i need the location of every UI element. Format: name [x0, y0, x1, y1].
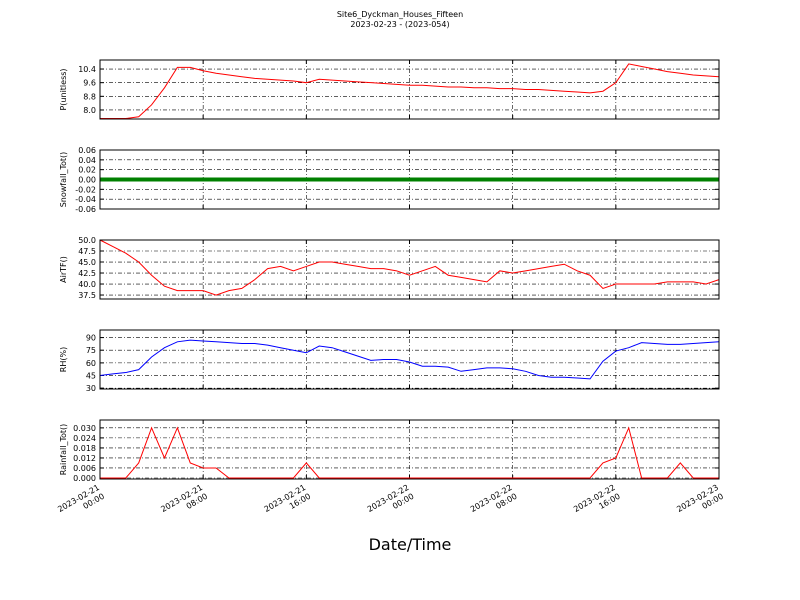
- y-tick-label: 0.030: [73, 424, 96, 433]
- y-tick-label: 45: [86, 372, 96, 381]
- y-tick-label: 8.0: [83, 106, 96, 115]
- y-tick-label: -0.04: [75, 195, 96, 204]
- y-tick-label: 47.5: [78, 247, 96, 256]
- y-tick-label: 0.04: [78, 156, 96, 165]
- y-tick-label: -0.02: [75, 185, 96, 194]
- y-tick-label: 42.5: [78, 269, 96, 278]
- y-axis-label: Rainfall_Tot(): [59, 424, 68, 476]
- y-tick-label: 0.024: [73, 434, 96, 443]
- plot-frame: [99, 149, 720, 210]
- y-tick-label: 45.0: [78, 258, 96, 267]
- y-tick-label: 8.8: [83, 92, 96, 101]
- y-tick-label: 30: [86, 384, 96, 393]
- data-line: [99, 239, 720, 296]
- plot-frame: [99, 59, 720, 120]
- y-tick-label: 37.5: [78, 291, 96, 300]
- y-tick-label: 0.006: [73, 464, 96, 473]
- y-tick-label: 0.06: [78, 146, 96, 155]
- y-tick-label: 75: [86, 346, 96, 355]
- y-tick-label: 50.0: [78, 236, 96, 245]
- y-tick-label: 0.012: [73, 454, 96, 463]
- y-axis-label: RH(%): [59, 347, 68, 372]
- y-tick-label: 60: [86, 359, 96, 368]
- y-tick-label: 10.4: [78, 65, 96, 74]
- figure-title: Site6_Dyckman_Houses_Fifteen: [337, 10, 463, 19]
- data-line: [100, 63, 720, 119]
- plot-frame: [99, 239, 720, 300]
- y-tick-label: -0.06: [75, 205, 96, 214]
- y-tick-label: 0.018: [73, 444, 96, 453]
- y-tick-label: 9.6: [83, 79, 96, 88]
- figure-subtitle: 2023-02-23 - (2023-054): [350, 20, 449, 29]
- y-tick-label: 0.02: [78, 166, 96, 175]
- y-tick-label: 40.0: [78, 280, 96, 289]
- y-tick-label: 0.000: [73, 474, 96, 483]
- y-axis-label: P(unitless): [59, 68, 68, 110]
- y-tick-label: 0.00: [78, 176, 96, 185]
- x-axis-label: Date/Time: [369, 535, 452, 554]
- y-axis-label: Snowfall_Tot(): [59, 152, 68, 208]
- plot-frame: [99, 419, 720, 480]
- data-line: [100, 426, 719, 479]
- data-line: [99, 339, 720, 380]
- y-tick-label: 90: [86, 334, 96, 343]
- y-axis-label: AirTF(): [59, 256, 68, 283]
- plot-frame: [99, 329, 720, 390]
